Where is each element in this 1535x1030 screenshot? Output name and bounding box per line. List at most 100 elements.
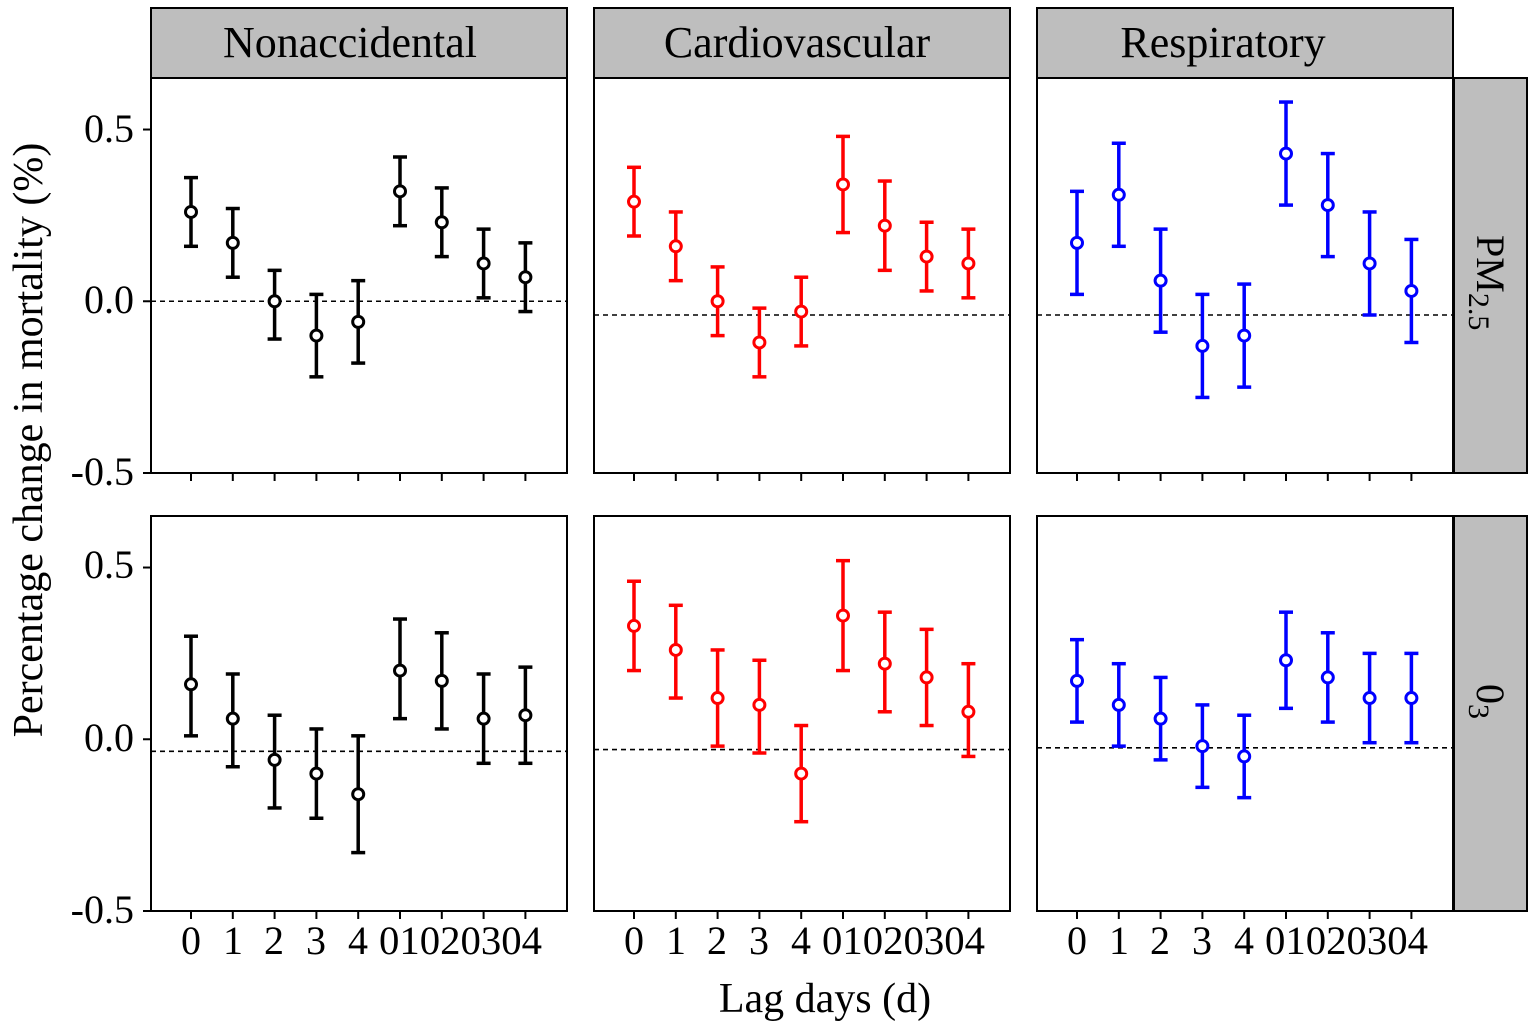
point-estimate-03 (919, 670, 934, 685)
chart-marks (143, 78, 1453, 919)
panel-pm-respiratory (1037, 100, 1453, 481)
point-estimate-0 (184, 677, 198, 692)
panel-frame-pm25-nonaccidental (150, 77, 568, 474)
point-estimate-2 (1153, 273, 1168, 288)
strip-label-nonaccidental: Nonaccidental (223, 18, 477, 67)
point-estimate-3 (752, 335, 767, 350)
point-estimate-01 (836, 608, 850, 623)
point-estimate-2 (1153, 711, 1168, 726)
point-estimate-2 (710, 691, 725, 706)
point-estimate-0 (1070, 235, 1084, 250)
y-tick-label: -0.5 (71, 449, 134, 494)
point-estimate-04 (1404, 283, 1419, 298)
point-estimate-01 (393, 663, 407, 678)
point-estimate-3 (1195, 338, 1210, 353)
panel-pm-nonaccidental (151, 155, 567, 481)
point-estimate-1 (1111, 697, 1126, 712)
point-estimate-4 (351, 787, 366, 802)
panel-0-nonaccidental (151, 617, 567, 919)
point-estimate-04 (1404, 691, 1419, 706)
x-tick-label: 1 (666, 918, 686, 963)
x-tick-label: 0 (624, 918, 644, 963)
point-estimate-03 (1362, 691, 1377, 706)
x-axis-ticks-nonaccidental: 0 1 2 3 4 01020304 (181, 918, 542, 963)
point-estimate-02 (1320, 198, 1335, 213)
point-estimate-04 (518, 270, 533, 285)
point-estimate-2 (267, 752, 282, 767)
point-estimate-2 (710, 294, 725, 309)
x-tick-label-cumulative: 01020304 (379, 918, 542, 963)
x-tick-label: 1 (1109, 918, 1129, 963)
point-estimate-1 (225, 235, 240, 250)
x-tick-label: 2 (707, 918, 727, 963)
point-estimate-4 (1237, 328, 1252, 343)
column-strip: Nonaccidental (150, 7, 568, 79)
row-strip: PM2.5 (1453, 77, 1528, 474)
point-estimate-1 (1111, 187, 1126, 202)
y-axis-ticks-row-pm25: 0.5 0.0 -0.5 (71, 106, 134, 494)
point-estimate-4 (351, 314, 366, 329)
y-axis-title: Percentage change in mortality (%) (6, 143, 52, 738)
point-estimate-3 (1195, 739, 1210, 754)
x-tick-label: 3 (1192, 918, 1212, 963)
x-tick-label: 0 (181, 918, 201, 963)
point-estimate-01 (393, 184, 407, 199)
point-estimate-02 (877, 218, 892, 233)
point-estimate-02 (1320, 670, 1335, 685)
x-axis-title: Lag days (d) (719, 976, 931, 1022)
point-estimate-01 (1279, 653, 1293, 668)
point-estimate-4 (794, 766, 809, 781)
row-strip: 03 (1453, 515, 1528, 912)
strip-label-o3-main: 0 (1468, 684, 1513, 704)
point-estimate-03 (919, 249, 934, 264)
x-tick-label: 4 (1234, 918, 1254, 963)
point-estimate-0 (184, 204, 198, 219)
point-estimate-2 (267, 294, 282, 309)
x-tick-label: 0 (1067, 918, 1087, 963)
point-estimate-03 (476, 711, 491, 726)
point-estimate-01 (836, 177, 850, 192)
point-estimate-0 (1070, 673, 1084, 688)
point-estimate-04 (961, 256, 976, 271)
strip-label-pm25-main: PM (1468, 235, 1513, 293)
point-estimate-04 (961, 704, 976, 719)
x-tick-label: 4 (791, 918, 811, 963)
x-tick-label-cumulative: 01020304 (1265, 918, 1428, 963)
point-estimate-03 (1362, 256, 1377, 271)
point-estimate-1 (668, 239, 683, 254)
strip-label-pm25-sub: 2.5 (1462, 293, 1495, 331)
point-estimate-0 (627, 618, 641, 633)
strip-label-o3-sub: 3 (1462, 704, 1495, 719)
point-estimate-4 (794, 304, 809, 319)
x-tick-label: 2 (1150, 918, 1170, 963)
y-tick-label: -0.5 (71, 887, 134, 932)
panel-0-cardiovascular (594, 558, 1010, 919)
point-estimate-04 (518, 708, 533, 723)
x-tick-label: 1 (223, 918, 243, 963)
y-tick-label: 0.5 (84, 542, 134, 587)
x-tick-label-cumulative: 01020304 (822, 918, 985, 963)
point-estimate-3 (309, 766, 324, 781)
point-estimate-1 (668, 642, 683, 657)
strip-label-pm25: PM2.5 (1462, 235, 1513, 330)
point-estimate-02 (877, 656, 892, 671)
panel-frame-pm25-respiratory (1036, 77, 1454, 474)
x-tick-label: 3 (749, 918, 769, 963)
point-estimate-01 (1279, 146, 1293, 161)
x-tick-label: 3 (306, 918, 326, 963)
panel-0-respiratory (1037, 610, 1453, 919)
point-estimate-3 (752, 697, 767, 712)
point-estimate-4 (1237, 749, 1252, 764)
y-tick-label: 0.0 (84, 715, 134, 760)
point-estimate-02 (434, 673, 449, 688)
strip-label-respiratory: Respiratory (1120, 18, 1325, 67)
strip-label-o3: 03 (1462, 684, 1513, 719)
x-axis-ticks-cardiovascular: 0 1 2 3 4 01020304 (624, 918, 985, 963)
panel-pm-cardiovascular (594, 134, 1010, 481)
point-estimate-02 (434, 215, 449, 230)
point-estimate-3 (309, 328, 324, 343)
x-axis-ticks-respiratory: 0 1 2 3 4 01020304 (1067, 918, 1428, 963)
point-estimate-1 (225, 711, 240, 726)
panel-frame-o3-cardiovascular (593, 515, 1011, 912)
